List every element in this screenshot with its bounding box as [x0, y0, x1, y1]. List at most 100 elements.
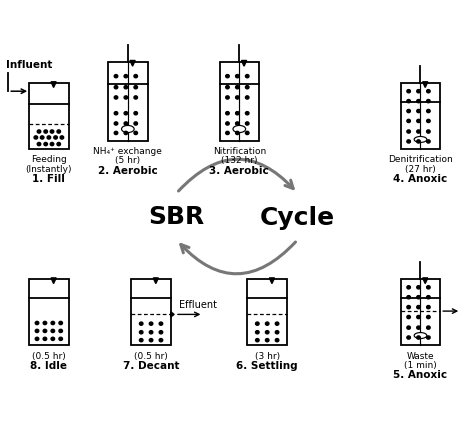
Circle shape [407, 336, 410, 339]
Circle shape [226, 97, 229, 100]
Circle shape [134, 97, 137, 100]
Circle shape [139, 339, 143, 342]
Polygon shape [241, 61, 246, 67]
Circle shape [226, 76, 229, 79]
Ellipse shape [233, 126, 246, 133]
Text: (132 hr): (132 hr) [221, 156, 257, 165]
Text: 2. Aerobic: 2. Aerobic [98, 165, 158, 175]
Circle shape [149, 339, 153, 342]
Circle shape [50, 131, 54, 134]
Circle shape [236, 132, 239, 135]
Circle shape [114, 132, 118, 135]
Text: (27 hr): (27 hr) [405, 164, 436, 174]
Circle shape [57, 131, 61, 134]
Circle shape [114, 86, 118, 89]
Circle shape [265, 322, 269, 326]
Circle shape [37, 131, 41, 134]
Circle shape [226, 132, 229, 135]
Text: 5. Anoxic: 5. Anoxic [393, 369, 447, 379]
Text: Cycle: Cycle [260, 205, 335, 229]
Polygon shape [29, 280, 69, 345]
Polygon shape [108, 63, 147, 141]
Circle shape [417, 326, 420, 329]
Polygon shape [51, 82, 56, 88]
Circle shape [43, 329, 46, 333]
Polygon shape [171, 312, 174, 317]
Text: (3 hr): (3 hr) [255, 351, 280, 360]
Text: 8. Idle: 8. Idle [30, 360, 67, 370]
Circle shape [417, 120, 420, 123]
Text: Influent: Influent [6, 60, 52, 70]
Circle shape [427, 141, 430, 144]
Circle shape [59, 329, 63, 333]
Circle shape [139, 331, 143, 334]
Text: Denitrification: Denitrification [388, 155, 453, 164]
Circle shape [246, 97, 249, 100]
Circle shape [114, 122, 118, 126]
Circle shape [134, 132, 137, 135]
Circle shape [246, 112, 249, 115]
Circle shape [417, 131, 420, 134]
Polygon shape [29, 84, 69, 150]
Circle shape [275, 339, 279, 342]
Circle shape [51, 322, 55, 325]
Circle shape [275, 322, 279, 326]
Circle shape [417, 296, 420, 299]
Text: (0.5 hr): (0.5 hr) [134, 351, 168, 360]
Text: NH₄⁺ exchange: NH₄⁺ exchange [93, 147, 162, 155]
Circle shape [255, 331, 259, 334]
Circle shape [40, 137, 44, 140]
Circle shape [407, 306, 410, 309]
Circle shape [427, 296, 430, 299]
Circle shape [407, 296, 410, 299]
Polygon shape [51, 278, 56, 284]
Polygon shape [423, 278, 428, 284]
Circle shape [255, 339, 259, 342]
Circle shape [407, 316, 410, 319]
Circle shape [427, 100, 430, 103]
Circle shape [124, 112, 128, 115]
Circle shape [407, 141, 410, 144]
Circle shape [44, 131, 47, 134]
Circle shape [417, 336, 420, 339]
Text: SBR: SBR [148, 205, 205, 229]
Circle shape [59, 338, 63, 341]
Circle shape [427, 326, 430, 329]
Circle shape [246, 76, 249, 79]
Circle shape [43, 322, 46, 325]
Circle shape [265, 331, 269, 334]
Text: Effluent: Effluent [179, 299, 217, 309]
Circle shape [124, 76, 128, 79]
Circle shape [407, 326, 410, 329]
Circle shape [427, 131, 430, 134]
Circle shape [34, 137, 37, 140]
Circle shape [427, 110, 430, 113]
Circle shape [37, 143, 41, 146]
Text: Waste: Waste [407, 351, 434, 360]
Text: Feeding: Feeding [31, 155, 67, 164]
Circle shape [59, 322, 63, 325]
Circle shape [139, 322, 143, 326]
Circle shape [417, 110, 420, 113]
Circle shape [226, 86, 229, 89]
Polygon shape [401, 280, 440, 345]
Circle shape [114, 97, 118, 100]
Polygon shape [423, 82, 428, 88]
Polygon shape [130, 61, 135, 67]
Circle shape [236, 122, 239, 126]
Circle shape [43, 338, 46, 341]
Circle shape [236, 86, 239, 89]
Text: (0.5 hr): (0.5 hr) [32, 351, 66, 360]
Circle shape [124, 86, 128, 89]
Circle shape [51, 338, 55, 341]
Circle shape [159, 331, 163, 334]
Circle shape [114, 76, 118, 79]
Circle shape [275, 331, 279, 334]
Circle shape [236, 76, 239, 79]
Circle shape [255, 322, 259, 326]
Circle shape [417, 286, 420, 289]
Polygon shape [269, 278, 274, 284]
Circle shape [427, 90, 430, 94]
Text: 4. Anoxic: 4. Anoxic [393, 174, 447, 184]
Circle shape [124, 122, 128, 126]
